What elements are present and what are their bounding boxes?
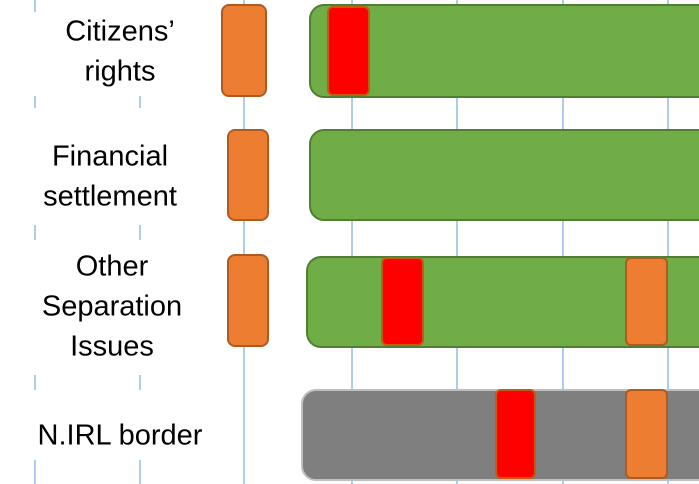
marker xyxy=(625,257,668,346)
row-label: Other xyxy=(76,251,149,283)
marker xyxy=(495,389,536,479)
progress-bar xyxy=(309,129,699,221)
status-box xyxy=(221,4,267,97)
marker xyxy=(381,257,424,346)
row-label: Citizens’ xyxy=(65,16,175,48)
row-label: Issues xyxy=(70,331,154,363)
row-label: rights xyxy=(85,56,156,88)
row-label: settlement xyxy=(43,181,177,213)
row-label: Separation xyxy=(42,291,182,323)
progress-bar xyxy=(309,4,699,98)
marker xyxy=(327,6,370,96)
row-label: N.IRL border xyxy=(38,420,203,452)
row-label: Financial xyxy=(52,141,168,173)
marker xyxy=(625,389,668,479)
status-box xyxy=(227,254,269,347)
status-box xyxy=(227,129,269,221)
